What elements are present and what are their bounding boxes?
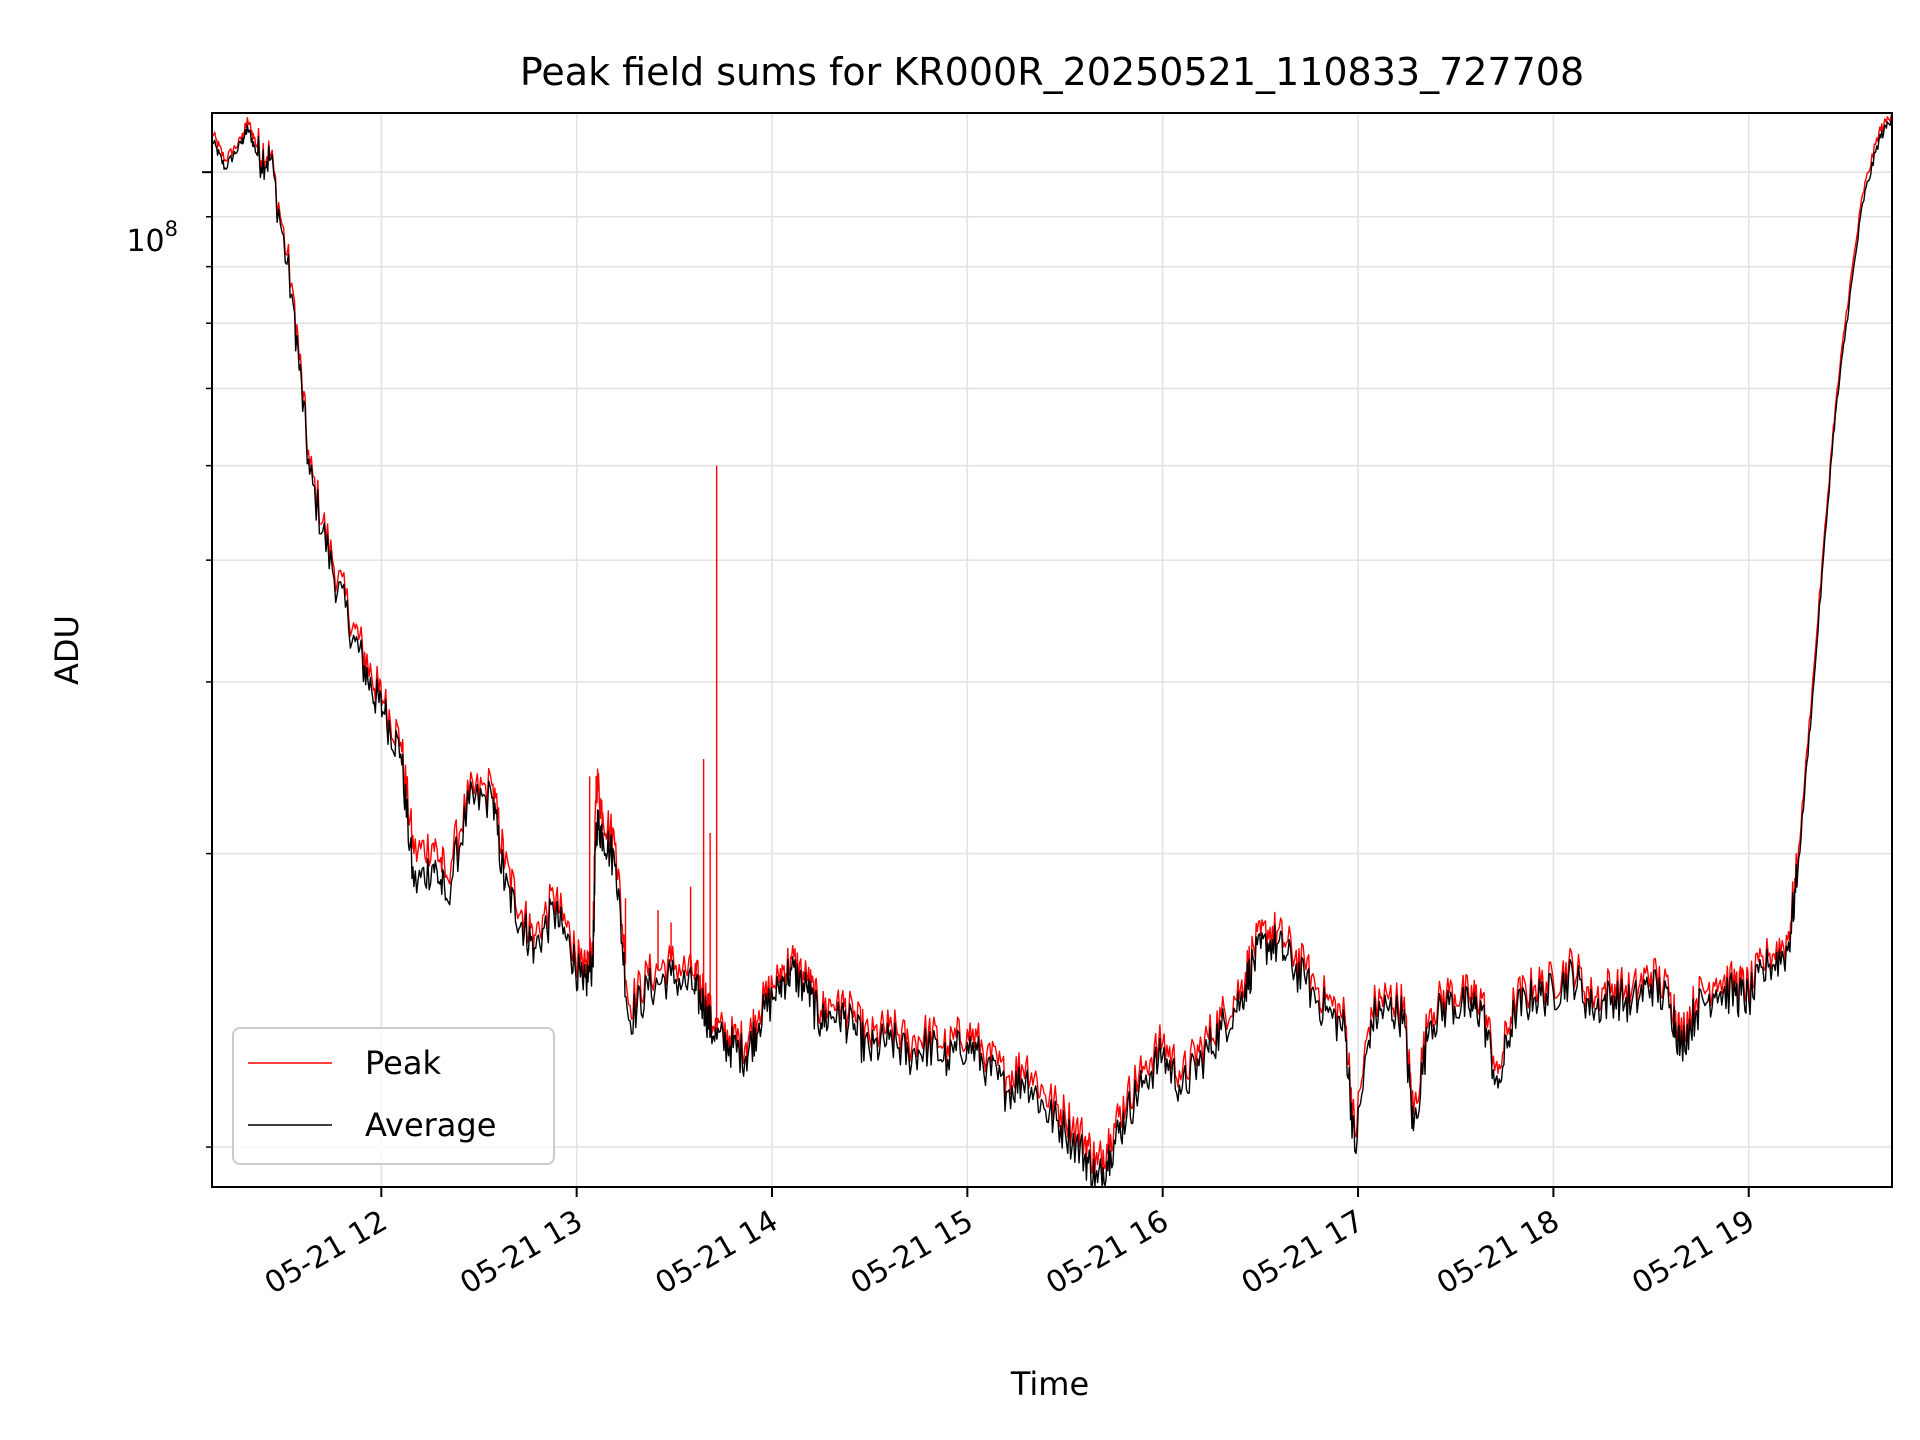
legend: Peak Average (232, 1027, 555, 1165)
series-line-average (211, 116, 1893, 1188)
series-layer (211, 112, 1893, 1188)
legend-label-peak: Peak (365, 1044, 441, 1082)
series-line-peak (211, 112, 1893, 1175)
y-axis-label: ADU (48, 615, 86, 685)
y-tick-label-1e8: 108 (126, 217, 178, 259)
chart-title: Peak field sums for KR000R_20250521_1108… (520, 50, 1584, 94)
x-axis-label: Time (1010, 1365, 1089, 1403)
plot-frame (211, 112, 1893, 1188)
legend-box (232, 1027, 555, 1165)
grid-lines (212, 113, 1892, 1187)
legend-label-average: Average (365, 1106, 496, 1144)
